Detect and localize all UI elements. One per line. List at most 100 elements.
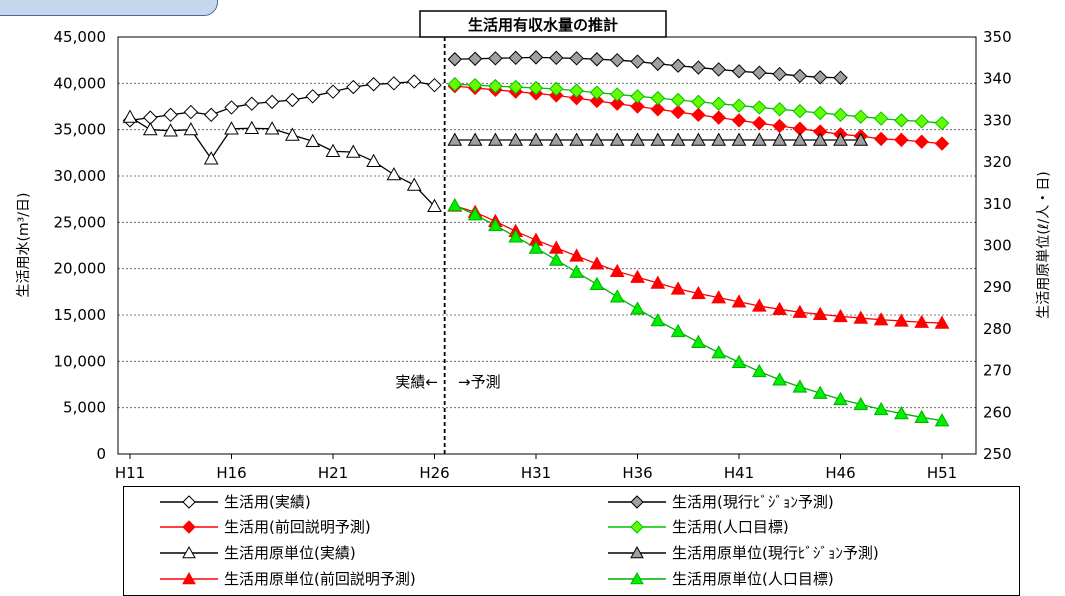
series-point — [325, 143, 341, 157]
series-point — [508, 50, 523, 66]
legend-swatch — [608, 520, 666, 534]
legend-swatch — [160, 495, 218, 509]
legend-marker — [182, 545, 196, 559]
legend-label: 生活用(現行ﾋﾞｼﾞｮﾝ予測) — [672, 493, 834, 511]
legend-marker — [182, 520, 196, 534]
series-point — [752, 65, 767, 80]
series-point — [792, 379, 808, 393]
x-tick-label: H21 — [318, 464, 348, 482]
series-point — [427, 77, 442, 93]
series-line — [129, 116, 435, 207]
series-0 — [122, 74, 442, 128]
series-3 — [447, 77, 950, 131]
x-tick-label: H16 — [216, 464, 246, 482]
series-point — [630, 301, 645, 315]
grid-lines — [118, 82, 976, 409]
series-point — [406, 177, 422, 191]
series-point — [650, 90, 666, 106]
series-point — [528, 50, 544, 65]
y-left-tick-label: 0 — [96, 445, 106, 463]
series-7 — [447, 197, 950, 427]
series-point — [914, 314, 930, 328]
legend-label: 生活用(実績) — [224, 493, 311, 511]
x-tick-label: H46 — [825, 464, 855, 482]
series-point — [589, 276, 605, 290]
series-point — [467, 207, 483, 221]
series-point — [345, 144, 361, 158]
series-point — [589, 52, 605, 67]
y-right-tick-label: 310 — [983, 195, 1012, 213]
x-axis-ticks: H11 H16 H21 H26 H31 H36 H41 H46 H51 — [115, 454, 957, 482]
series-point — [914, 114, 929, 129]
y-right-title: 生活用原単位(ℓ/人・日) — [1036, 171, 1052, 318]
y-right-tick-label: 340 — [983, 70, 1012, 88]
series-point — [792, 103, 808, 119]
series-point — [305, 89, 320, 104]
series-point — [386, 167, 402, 181]
series-point — [934, 315, 950, 329]
series-point — [650, 275, 666, 289]
series-point — [650, 132, 666, 146]
legend-marker — [630, 571, 644, 585]
x-tick-label: H41 — [724, 464, 754, 482]
series-point — [833, 107, 848, 123]
series-point — [467, 132, 483, 146]
y-left-tick-label: 45,000 — [54, 28, 107, 46]
left-axis-ticks: 0 5,000 10,000 15,000 20,000 25,000 30,000 35,0… — [54, 28, 107, 463]
series-point — [853, 109, 869, 124]
series-point — [630, 269, 645, 283]
series-point — [244, 120, 260, 135]
series-point — [812, 105, 828, 121]
x-tick-label: H36 — [622, 464, 652, 482]
y-left-tick-label: 15,000 — [54, 306, 107, 324]
series-point — [914, 409, 930, 424]
y-left-tick-label: 5,000 — [63, 399, 106, 417]
series-point — [528, 240, 544, 254]
series-point — [894, 313, 909, 327]
series-point — [650, 313, 666, 327]
series-point — [427, 198, 442, 213]
series-point — [833, 70, 848, 85]
series-point — [731, 354, 747, 368]
series-point — [711, 96, 726, 111]
series-point — [569, 264, 584, 278]
series-point — [670, 58, 686, 73]
x-tick-label: H51 — [927, 464, 957, 482]
series-point — [569, 83, 584, 98]
series-point — [670, 281, 686, 295]
legend-swatch — [608, 495, 666, 509]
legend-label: 生活用原単位(実績) — [224, 544, 356, 562]
series-point — [183, 122, 199, 136]
series-point — [833, 308, 848, 323]
series-point — [934, 136, 950, 151]
y-right-tick-label: 300 — [983, 237, 1012, 255]
series-point — [670, 92, 686, 108]
legend-marker — [182, 495, 196, 509]
y-right-tick-label: 260 — [983, 403, 1012, 421]
series-point — [812, 132, 828, 146]
series-point — [163, 123, 178, 137]
annotation-forecast: →予測 — [458, 373, 501, 391]
series-point — [305, 133, 321, 147]
series-point — [650, 102, 666, 117]
series-point — [670, 132, 686, 146]
y-left-tick-label: 40,000 — [54, 74, 107, 92]
y-left-tick-label: 35,000 — [54, 121, 107, 139]
series-point — [751, 298, 767, 312]
x-tick-label: H11 — [115, 464, 145, 482]
series-point — [630, 132, 645, 146]
series-point — [833, 391, 848, 406]
series-point — [589, 93, 605, 109]
annotation-actual: 実績← — [395, 373, 438, 391]
series-4 — [122, 109, 442, 213]
series-point — [366, 77, 381, 92]
series-point — [731, 64, 747, 79]
legend-swatch — [160, 571, 218, 585]
series-point — [609, 87, 625, 102]
legend-marker — [182, 571, 196, 585]
series-point — [630, 99, 645, 114]
legend-swatch — [608, 545, 666, 559]
series-line — [129, 80, 435, 122]
series-point — [873, 131, 889, 147]
legend-marker — [630, 520, 644, 534]
